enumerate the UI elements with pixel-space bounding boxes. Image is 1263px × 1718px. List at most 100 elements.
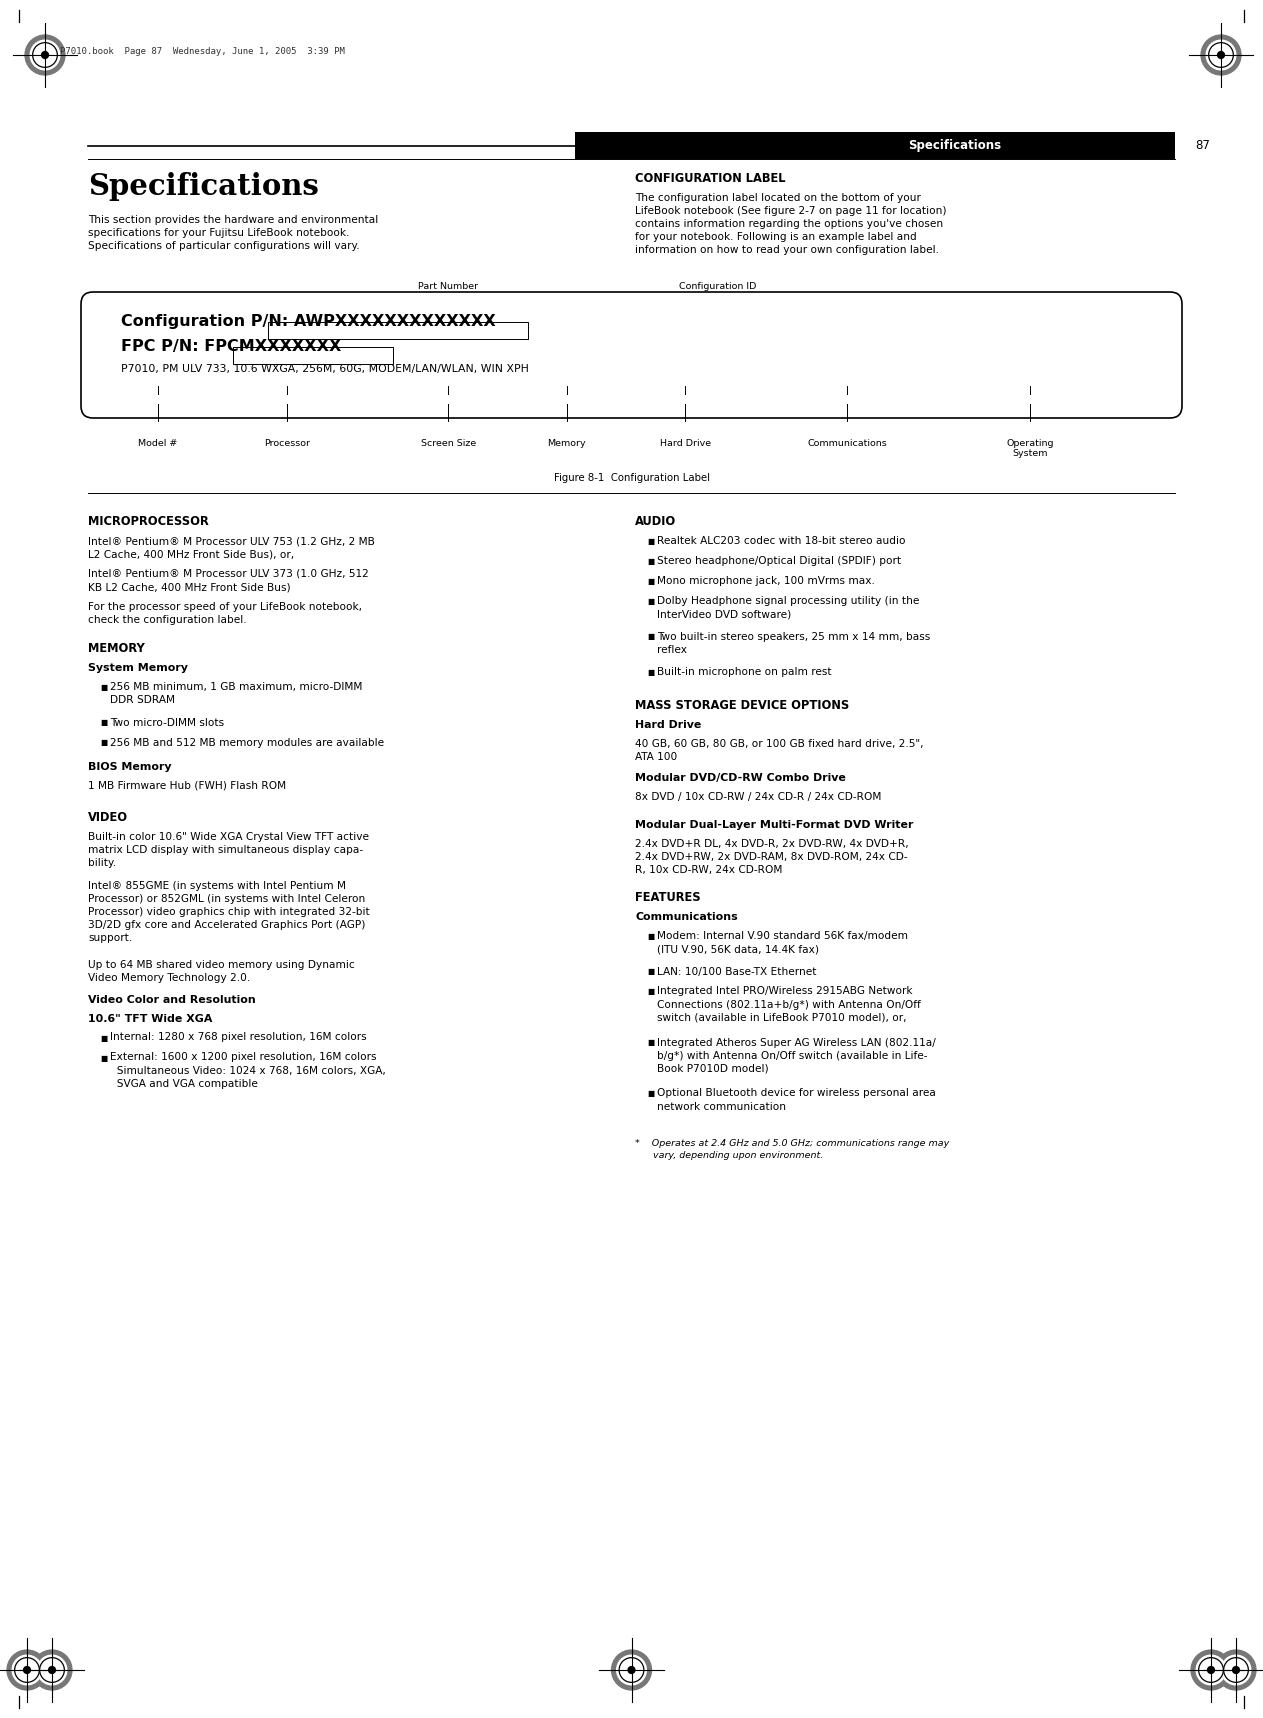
Text: ■: ■ — [100, 1034, 107, 1043]
Text: 256 MB minimum, 1 GB maximum, micro-DIMM
DDR SDRAM: 256 MB minimum, 1 GB maximum, micro-DIMM… — [110, 682, 362, 704]
Text: 87: 87 — [1196, 139, 1210, 151]
Text: 40 GB, 60 GB, 80 GB, or 100 GB fixed hard drive, 2.5",
ATA 100: 40 GB, 60 GB, 80 GB, or 100 GB fixed har… — [635, 739, 923, 763]
Text: Optional Bluetooth device for wireless personal area
network communication: Optional Bluetooth device for wireless p… — [657, 1089, 936, 1112]
Text: P7010.book  Page 87  Wednesday, June 1, 2005  3:39 PM: P7010.book Page 87 Wednesday, June 1, 20… — [61, 48, 345, 57]
Circle shape — [48, 1666, 56, 1673]
Text: ■: ■ — [100, 739, 107, 747]
Text: ■: ■ — [647, 632, 654, 641]
Text: ■: ■ — [647, 967, 654, 976]
Bar — [575, 132, 1175, 160]
Text: 10.6" TFT Wide XGA: 10.6" TFT Wide XGA — [88, 1014, 212, 1024]
Text: LAN: 10/100 Base-TX Ethernet: LAN: 10/100 Base-TX Ethernet — [657, 967, 816, 976]
Circle shape — [616, 1654, 647, 1685]
Text: Communications: Communications — [635, 912, 738, 923]
Text: Hard Drive: Hard Drive — [635, 720, 701, 730]
Text: VIDEO: VIDEO — [88, 811, 128, 823]
Text: Specifications: Specifications — [908, 139, 1002, 151]
Text: Model #: Model # — [138, 440, 177, 448]
Text: FEATURES: FEATURES — [635, 892, 701, 904]
Circle shape — [24, 1666, 30, 1673]
Text: Internal: 1280 x 768 pixel resolution, 16M colors: Internal: 1280 x 768 pixel resolution, 1… — [110, 1033, 366, 1043]
Text: External: 1600 x 1200 pixel resolution, 16M colors
  Simultaneous Video: 1024 x : External: 1600 x 1200 pixel resolution, … — [110, 1053, 385, 1089]
Circle shape — [1191, 1649, 1231, 1691]
Circle shape — [32, 1649, 72, 1691]
Text: ■: ■ — [100, 718, 107, 727]
Text: ■: ■ — [647, 538, 654, 546]
Circle shape — [1206, 40, 1235, 70]
Text: Configuration P/N: AWPXXXXXXXXXXXXX: Configuration P/N: AWPXXXXXXXXXXXXX — [121, 314, 496, 330]
Text: Intel® Pentium® M Processor ULV 373 (1.0 GHz, 512
KB L2 Cache, 400 MHz Front Sid: Intel® Pentium® M Processor ULV 373 (1.0… — [88, 569, 369, 593]
Text: 256 MB and 512 MB memory modules are available: 256 MB and 512 MB memory modules are ava… — [110, 737, 384, 747]
Text: Dolby Headphone signal processing utility (in the
InterVideo DVD software): Dolby Headphone signal processing utilit… — [657, 596, 919, 618]
Text: AUDIO: AUDIO — [635, 515, 676, 527]
Text: Intel® Pentium® M Processor ULV 753 (1.2 GHz, 2 MB
L2 Cache, 400 MHz Front Side : Intel® Pentium® M Processor ULV 753 (1.2… — [88, 536, 375, 558]
Text: ■: ■ — [647, 931, 654, 941]
Text: *    Operates at 2.4 GHz and 5.0 GHz; communications range may
      vary, depen: * Operates at 2.4 GHz and 5.0 GHz; commu… — [635, 1139, 950, 1160]
Circle shape — [42, 52, 48, 58]
Circle shape — [1207, 1666, 1215, 1673]
Text: ■: ■ — [100, 1053, 107, 1062]
Text: ■: ■ — [647, 1089, 654, 1098]
Text: System Memory: System Memory — [88, 663, 188, 673]
Text: Integrated Intel PRO/Wireless 2915ABG Network
Connections (802.11a+b/g*) with An: Integrated Intel PRO/Wireless 2915ABG Ne… — [657, 986, 921, 1022]
Text: ■: ■ — [647, 596, 654, 606]
Text: Part Number: Part Number — [418, 282, 479, 290]
Text: MICROPROCESSOR: MICROPROCESSOR — [88, 515, 208, 527]
Text: Modem: Internal V.90 standard 56K fax/modem
(ITU V.90, 56K data, 14.4K fax): Modem: Internal V.90 standard 56K fax/mo… — [657, 931, 908, 953]
Circle shape — [1233, 1666, 1239, 1673]
Text: ■: ■ — [647, 668, 654, 677]
Text: ■: ■ — [647, 1038, 654, 1048]
Text: Hard Drive: Hard Drive — [659, 440, 711, 448]
Text: 1 MB Firmware Hub (FWH) Flash ROM: 1 MB Firmware Hub (FWH) Flash ROM — [88, 780, 287, 790]
Text: Specifications: Specifications — [88, 172, 318, 201]
Bar — [232, 347, 393, 364]
Text: For the processor speed of your LifeBook notebook,
check the configuration label: For the processor speed of your LifeBook… — [88, 601, 362, 625]
Text: Intel® 855GME (in systems with Intel Pentium M
Processor) or 852GML (in systems : Intel® 855GME (in systems with Intel Pen… — [88, 881, 370, 943]
Text: Communications: Communications — [807, 440, 887, 448]
Text: Figure 8-1  Configuration Label: Figure 8-1 Configuration Label — [553, 472, 710, 483]
Text: Processor: Processor — [264, 440, 309, 448]
Circle shape — [13, 1654, 42, 1685]
Text: Integrated Atheros Super AG Wireless LAN (802.11a/
b/g*) with Antenna On/Off swi: Integrated Atheros Super AG Wireless LAN… — [657, 1038, 936, 1074]
Text: MASS STORAGE DEVICE OPTIONS: MASS STORAGE DEVICE OPTIONS — [635, 699, 849, 711]
Text: ■: ■ — [100, 684, 107, 692]
FancyBboxPatch shape — [81, 292, 1182, 417]
Text: Video Color and Resolution: Video Color and Resolution — [88, 995, 255, 1005]
Text: Operating
System: Operating System — [1007, 440, 1053, 459]
Circle shape — [30, 40, 59, 70]
Text: Memory: Memory — [548, 440, 586, 448]
Text: 2.4x DVD+R DL, 4x DVD-R, 2x DVD-RW, 4x DVD+R,
2.4x DVD+RW, 2x DVD-RAM, 8x DVD-RO: 2.4x DVD+R DL, 4x DVD-R, 2x DVD-RW, 4x D… — [635, 838, 908, 874]
Text: BIOS Memory: BIOS Memory — [88, 761, 172, 771]
Circle shape — [1218, 52, 1224, 58]
Text: Configuration ID: Configuration ID — [679, 282, 757, 290]
Text: ■: ■ — [647, 577, 654, 586]
Circle shape — [8, 1649, 47, 1691]
Text: MEMORY: MEMORY — [88, 643, 145, 655]
Text: Modular Dual-Layer Multi-Format DVD Writer: Modular Dual-Layer Multi-Format DVD Writ… — [635, 819, 913, 830]
Text: Built-in microphone on palm rest: Built-in microphone on palm rest — [657, 667, 831, 677]
Text: Stereo headphone/Optical Digital (SPDIF) port: Stereo headphone/Optical Digital (SPDIF)… — [657, 557, 901, 565]
Circle shape — [25, 34, 64, 76]
Bar — [268, 321, 528, 338]
Text: CONFIGURATION LABEL: CONFIGURATION LABEL — [635, 172, 786, 186]
Circle shape — [1216, 1649, 1255, 1691]
Text: This section provides the hardware and environmental
specifications for your Fuj: This section provides the hardware and e… — [88, 215, 378, 251]
Text: Modular DVD/CD-RW Combo Drive: Modular DVD/CD-RW Combo Drive — [635, 773, 846, 783]
Circle shape — [611, 1649, 652, 1691]
Circle shape — [1196, 1654, 1226, 1685]
Circle shape — [1201, 34, 1242, 76]
Text: 8x DVD / 10x CD-RW / 24x CD-R / 24x CD-ROM: 8x DVD / 10x CD-RW / 24x CD-R / 24x CD-R… — [635, 792, 882, 802]
Circle shape — [628, 1666, 635, 1673]
Text: Up to 64 MB shared video memory using Dynamic
Video Memory Technology 2.0.: Up to 64 MB shared video memory using Dy… — [88, 959, 355, 983]
Circle shape — [1221, 1654, 1250, 1685]
Text: ■: ■ — [647, 557, 654, 565]
Text: P7010, PM ULV 733, 10.6 WXGA, 256M, 60G, MODEM/LAN/WLAN, WIN XPH: P7010, PM ULV 733, 10.6 WXGA, 256M, 60G,… — [121, 364, 529, 375]
Text: ■: ■ — [647, 988, 654, 996]
Text: FPC P/N: FPCMXXXXXXX: FPC P/N: FPCMXXXXXXX — [121, 338, 341, 354]
Text: Built-in color 10.6" Wide XGA Crystal View TFT active
matrix LCD display with si: Built-in color 10.6" Wide XGA Crystal Vi… — [88, 832, 369, 868]
Text: Two micro-DIMM slots: Two micro-DIMM slots — [110, 718, 224, 727]
Circle shape — [37, 1654, 67, 1685]
Text: Mono microphone jack, 100 mVrms max.: Mono microphone jack, 100 mVrms max. — [657, 576, 875, 586]
Text: Two built-in stereo speakers, 25 mm x 14 mm, bass
reflex: Two built-in stereo speakers, 25 mm x 14… — [657, 632, 931, 655]
Text: Realtek ALC203 codec with 18-bit stereo audio: Realtek ALC203 codec with 18-bit stereo … — [657, 536, 906, 546]
